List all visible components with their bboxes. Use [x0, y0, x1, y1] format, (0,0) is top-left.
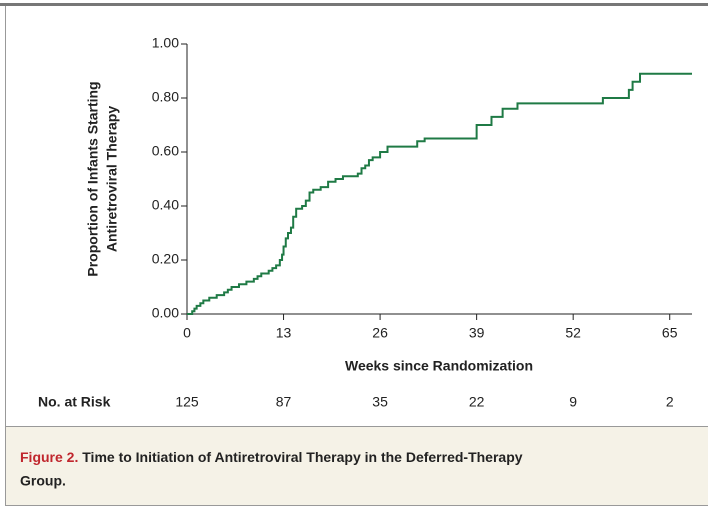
caption: Figure 2. Time to Initiation of Antiretr…: [20, 449, 523, 465]
risk-label: No. at Risk: [38, 394, 111, 410]
risk-value: 35: [372, 394, 388, 410]
risk-value: 2: [666, 394, 674, 410]
caption-text: Time to Initiation of Antiretroviral The…: [82, 449, 523, 465]
step-line: [187, 72, 692, 315]
y-tick-label: 0.60: [152, 143, 179, 159]
y-axis-label: Antiretroviral Therapy: [104, 106, 120, 252]
risk-value: 125: [175, 394, 199, 410]
y-tick-label: 0.80: [152, 89, 179, 105]
x-tick-label: 26: [372, 325, 388, 341]
risk-value: 87: [276, 394, 292, 410]
x-tick-label: 52: [565, 325, 581, 341]
risk-value: 9: [569, 394, 577, 410]
risk-value: 22: [469, 394, 485, 410]
y-tick-label: 0.40: [152, 197, 179, 213]
y-tick-label: 1.00: [152, 35, 179, 51]
y-tick-label: 0.20: [152, 251, 179, 267]
x-tick-label: 65: [662, 325, 678, 341]
y-axis-label: Proportion of Infants Starting: [85, 81, 101, 276]
x-tick-label: 0: [183, 325, 191, 341]
x-axis-label: Weeks since Randomization: [345, 358, 533, 374]
caption-bg: [6, 427, 708, 505]
caption-label: Figure 2.: [20, 449, 78, 465]
y-tick-label: 0.00: [152, 305, 179, 321]
x-tick-label: 13: [276, 325, 292, 341]
caption-text-2: Group.: [20, 473, 66, 489]
top-rule: [0, 3, 708, 6]
x-tick-label: 39: [469, 325, 485, 341]
